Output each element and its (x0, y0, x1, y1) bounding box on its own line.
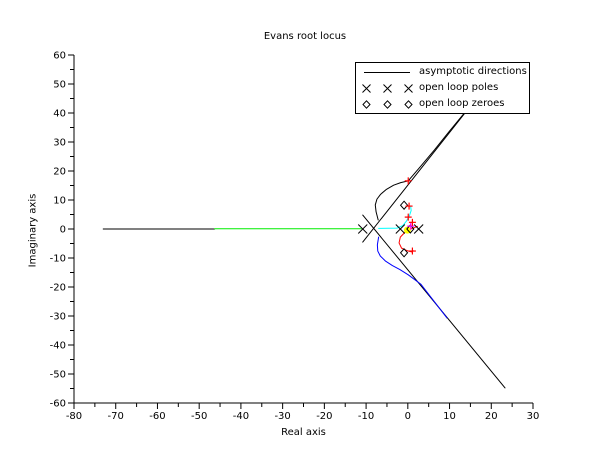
x-tick-label: -70 (108, 411, 124, 422)
zero-diamond-marker (399, 200, 409, 210)
x-tick-label: -20 (316, 411, 332, 422)
y-tick-label: -30 (50, 312, 66, 323)
pole-cross-icons (362, 83, 413, 93)
y-tick-label: 50 (53, 80, 66, 91)
legend-item-asymptotic-directions: asymptotic directions (356, 64, 529, 80)
zero-diamond-icons (362, 99, 413, 109)
y-tick-label: 40 (53, 109, 66, 120)
asymptote-plus-60deg (362, 112, 466, 243)
x-tick-label: 0 (405, 411, 411, 422)
legend-label: open loop zeroes (419, 98, 505, 109)
diamond-icon (362, 99, 371, 109)
y-tick-label: -20 (50, 283, 66, 294)
y-tick-label: -10 (50, 254, 66, 265)
y-tick-label: 30 (53, 138, 66, 149)
cross-icon (383, 83, 392, 93)
y-tick-label: -60 (50, 399, 66, 410)
x-tick-label: -10 (358, 411, 374, 422)
y-tick-label: 20 (53, 167, 66, 178)
y-tick-label: -40 (50, 341, 66, 352)
legend-item-open-loop-zeroes: open loop zeroes (356, 96, 529, 112)
x-tick-label: -80 (66, 411, 82, 422)
x-tick-label: 20 (485, 411, 498, 422)
branch-lower-complex-branch (376, 236, 448, 319)
legend-item-open-loop-poles: open loop poles (356, 80, 529, 96)
cross-icon (404, 83, 413, 93)
x-axis-label: Real axis (281, 427, 326, 438)
chart-title: Evans root locus (263, 31, 347, 42)
y-tick-label: 60 (53, 51, 66, 62)
legend-box: asymptotic directions open loop poles op… (355, 62, 530, 114)
diamond-icon (404, 99, 413, 109)
legend-label: open loop poles (419, 82, 499, 93)
pole-cross-marker (395, 224, 406, 234)
x-tick-label: -30 (274, 411, 290, 422)
y-tick-label: -50 (50, 370, 66, 381)
line-sample-icon (362, 71, 413, 73)
branch-branch-to-upper-zero (378, 206, 412, 229)
zero-diamond-marker (399, 248, 409, 258)
x-tick-label: -50 (191, 411, 207, 422)
y-tick-label: 10 (53, 196, 66, 207)
x-tick-label: -60 (149, 411, 165, 422)
x-tick-label: -40 (233, 411, 249, 422)
zero-diamond-marker (406, 224, 415, 234)
diamond-icon (383, 99, 392, 109)
legend-label: asymptotic directions (419, 66, 527, 77)
y-axis-label: Imaginary axis (27, 193, 39, 268)
x-tick-label: 30 (527, 411, 540, 422)
x-tick-label: 10 (443, 411, 456, 422)
y-tick-label: 0 (60, 225, 66, 236)
branch-upper-complex-branch (374, 113, 465, 221)
pole-cross-marker (357, 224, 368, 234)
cross-icon (362, 83, 371, 93)
pole-cross-marker (413, 224, 424, 234)
